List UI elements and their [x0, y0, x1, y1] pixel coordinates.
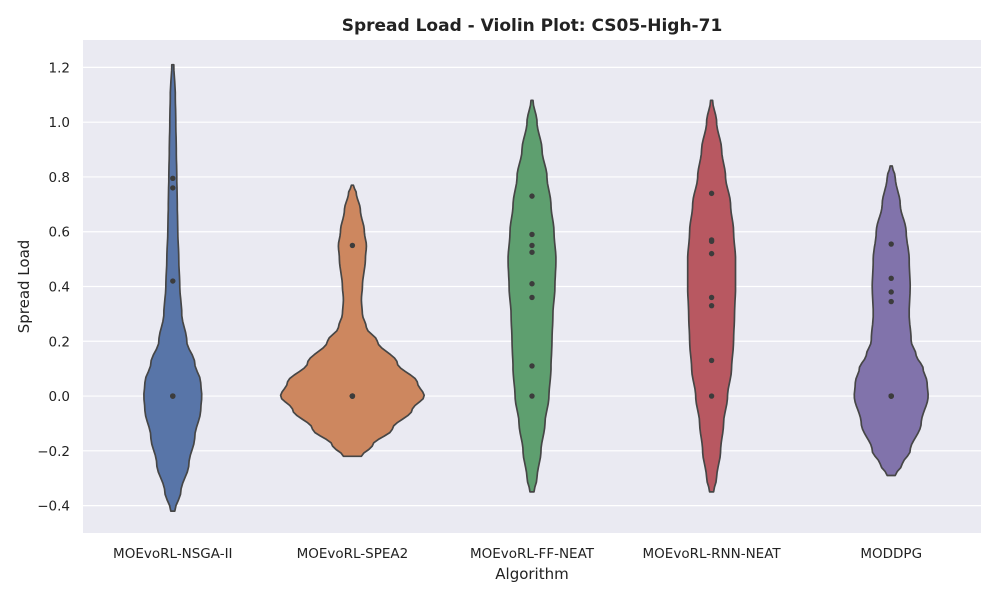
- data-point: [888, 298, 894, 305]
- violin-body: [853, 165, 929, 477]
- data-point: [708, 250, 715, 257]
- y-tick-label: 0.8: [49, 170, 70, 186]
- data-point: [349, 242, 356, 249]
- data-point: [888, 275, 894, 281]
- data-point: [170, 175, 176, 182]
- data-point: [349, 393, 356, 399]
- data-point: [170, 393, 176, 399]
- data-point: [529, 249, 535, 255]
- x-tick-label: MOEvoRL-FF-NEAT: [470, 546, 595, 562]
- data-point: [529, 231, 535, 238]
- chart-title: Spread Load - Violin Plot: CS05-High-71: [342, 16, 723, 36]
- data-point: [529, 294, 535, 301]
- x-tick-label: MODDPG: [860, 546, 922, 562]
- data-point: [529, 242, 535, 249]
- data-point: [708, 190, 715, 197]
- y-axis-label: Spread Load: [15, 240, 33, 334]
- x-tick-labels: MOEvoRL-NSGA-II MOEvoRL-SPEA2 MOEvoRL-FF-N…: [113, 546, 922, 562]
- data-point: [708, 393, 715, 399]
- x-tick-label: MOEvoRL-NSGA-II: [113, 546, 233, 562]
- y-tick-label: −0.2: [37, 444, 70, 460]
- data-point: [888, 393, 894, 399]
- data-point: [708, 302, 715, 309]
- data-point: [170, 278, 176, 284]
- data-point: [708, 238, 715, 245]
- y-tick-label: 0.4: [49, 280, 70, 296]
- y-tick-label: 1.0: [49, 115, 70, 131]
- data-point: [708, 357, 715, 364]
- y-tick-label: 0.2: [49, 334, 70, 350]
- data-point: [529, 193, 535, 199]
- data-point: [529, 393, 535, 399]
- y-tick-label: −0.4: [37, 499, 70, 515]
- data-points: [170, 175, 894, 399]
- y-tick-label: 1.2: [49, 60, 70, 76]
- y-tick-labels: −0.4 −0.2 0.0 0.2 0.4 0.6 0.8 1.0 1.2: [37, 60, 70, 514]
- data-point: [888, 241, 894, 247]
- x-axis-label: Algorithm: [495, 565, 568, 583]
- violin-body: [143, 63, 203, 512]
- data-point: [529, 363, 535, 369]
- data-point: [529, 281, 535, 287]
- data-point: [170, 185, 176, 191]
- violin-body: [279, 184, 426, 458]
- violins: [143, 63, 929, 512]
- data-point: [888, 289, 894, 295]
- y-tick-label: 0.6: [49, 225, 70, 241]
- x-tick-label: MOEvoRL-RNN-NEAT: [643, 546, 782, 562]
- y-tick-label: 0.0: [49, 389, 70, 405]
- x-tick-label: MOEvoRL-SPEA2: [297, 546, 409, 562]
- data-point: [708, 294, 715, 301]
